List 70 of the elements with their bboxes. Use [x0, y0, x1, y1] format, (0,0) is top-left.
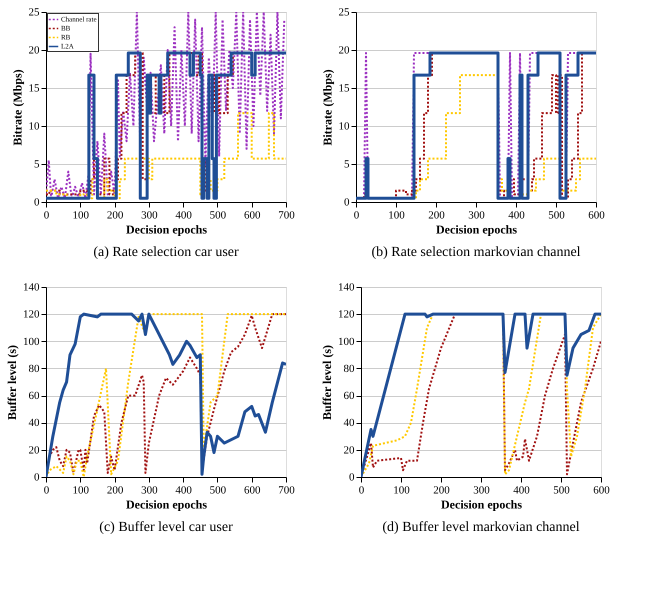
y-tick-label: 10: [28, 120, 40, 132]
text: (b) Rate selection markovian channel: [371, 245, 581, 260]
x-tick-label: 400: [508, 210, 526, 222]
y-tick-label: 60: [344, 390, 355, 402]
x-axis-title: Decision epochs: [126, 498, 208, 512]
y-tick-label: 25: [28, 6, 40, 18]
x-tick-label: 100: [388, 210, 406, 222]
y-tick-label: 40: [344, 417, 355, 430]
y-tick-label: 100: [23, 336, 40, 348]
x-tick-label: 600: [593, 484, 610, 496]
y-tick-label: 20: [28, 444, 40, 456]
y-tick-label: 25: [338, 6, 350, 18]
x-tick-label: 600: [588, 210, 606, 222]
y-axis-title: Bitrate (Mbps): [320, 69, 334, 146]
y-tick-label: 120: [338, 308, 355, 321]
y-tick-label: 60: [28, 390, 40, 402]
y-tick-label: 100: [338, 336, 355, 348]
x-tick-label: 500: [210, 484, 227, 496]
x-tick-label: 0: [358, 484, 365, 496]
x-tick-label: 600: [244, 210, 261, 222]
y-tick-label: 80: [344, 362, 355, 375]
y-tick-label: 0: [34, 196, 40, 208]
y-tick-label: 20: [344, 444, 355, 456]
x-tick-label: 500: [553, 484, 570, 496]
y-axis-title: Buffer level (s): [320, 344, 334, 420]
x-tick-label: 400: [513, 484, 530, 496]
x-tick-label: 0: [44, 210, 50, 222]
y-tick-label: 80: [28, 362, 40, 375]
x-axis-title: Decision epochs: [441, 498, 522, 512]
y-tick-label: 20: [338, 44, 350, 56]
x-tick-label: 300: [473, 484, 490, 496]
x-tick-label: 100: [72, 484, 90, 496]
y-tick-label: 0: [34, 472, 40, 484]
x-tick-label: 400: [175, 210, 192, 222]
x-tick-label: 500: [210, 210, 227, 222]
y-tick-label: 20: [28, 44, 40, 56]
y-axis-title: Buffer level (s): [5, 344, 19, 420]
x-tick-label: 100: [72, 210, 90, 222]
x-tick-label: 700: [278, 484, 296, 496]
y-tick-label: 15: [338, 82, 350, 94]
text: (d) Buffer level markovian channel: [382, 520, 580, 535]
x-tick-label: 200: [106, 210, 124, 222]
text: (c) Buffer level car user: [99, 520, 234, 535]
x-tick-label: 200: [428, 210, 446, 222]
x-tick-label: 700: [278, 210, 296, 222]
x-tick-label: 0: [44, 484, 50, 496]
x-tick-label: 300: [141, 210, 158, 222]
x-tick-label: 100: [393, 484, 410, 496]
y-tick-label: 5: [34, 158, 40, 170]
y-tick-label: 0: [349, 472, 355, 484]
y-tick-label: 0: [344, 196, 350, 208]
y-tick-label: 140: [23, 282, 40, 294]
x-axis-title: Decision epochs: [436, 222, 518, 236]
x-tick-label: 600: [244, 484, 261, 496]
y-tick-label: 10: [338, 120, 350, 132]
y-tick-label: 140: [338, 282, 355, 294]
x-tick-label: 200: [106, 484, 124, 496]
x-tick-label: 300: [468, 210, 486, 222]
x-tick-label: 500: [548, 210, 566, 222]
x-tick-label: 200: [433, 484, 450, 496]
y-tick-label: 5: [344, 158, 350, 170]
text: (a) Rate selection car user: [93, 245, 240, 260]
line-series: [46, 12, 286, 200]
x-tick-label: 300: [141, 484, 158, 496]
y-tick-label: 40: [28, 417, 40, 430]
y-axis-title: Bitrate (Mbps): [10, 69, 24, 146]
y-tick-label: 15: [28, 82, 40, 94]
x-tick-label: 400: [175, 484, 192, 496]
y-tick-label: 120: [23, 308, 40, 321]
x-axis-title: Decision epochs: [126, 222, 208, 236]
